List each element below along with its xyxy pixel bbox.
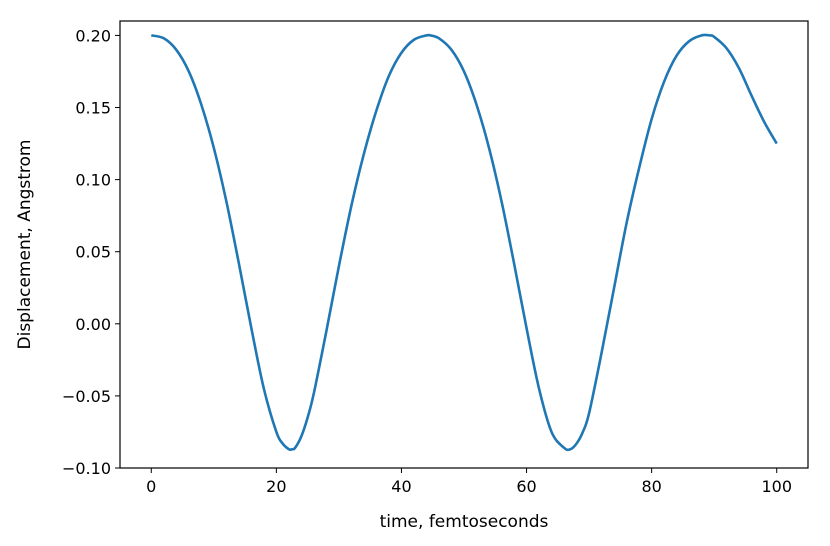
plot-frame (119, 20, 809, 469)
y-tick-label: 0.20 (75, 26, 111, 45)
y-tick-label: 0.15 (75, 99, 111, 118)
x-axis: 0 20 40 60 80 100 (146, 468, 792, 496)
series-layer (150, 33, 778, 452)
y-tick-label: 0.05 (75, 243, 111, 262)
x-tick-label: 20 (266, 477, 286, 496)
x-tick-label: 60 (516, 477, 536, 496)
x-tick-label: 100 (761, 477, 792, 496)
y-tick-label: 0.00 (75, 315, 111, 334)
x-tick-label: 80 (641, 477, 661, 496)
y-tick-label: −0.10 (62, 459, 111, 478)
y-axis: −0.10 −0.05 0.00 0.05 0.10 0.15 0.20 (62, 26, 120, 478)
y-tick-label: 0.10 (75, 171, 111, 190)
y-tick-label: −0.05 (62, 387, 111, 406)
x-axis-label: time, femtoseconds (380, 512, 549, 532)
x-tick-label: 40 (391, 477, 411, 496)
y-axis-label: Displacement, Angstrom (15, 140, 35, 350)
series-line (150, 33, 778, 452)
x-tick-label: 0 (146, 477, 156, 496)
